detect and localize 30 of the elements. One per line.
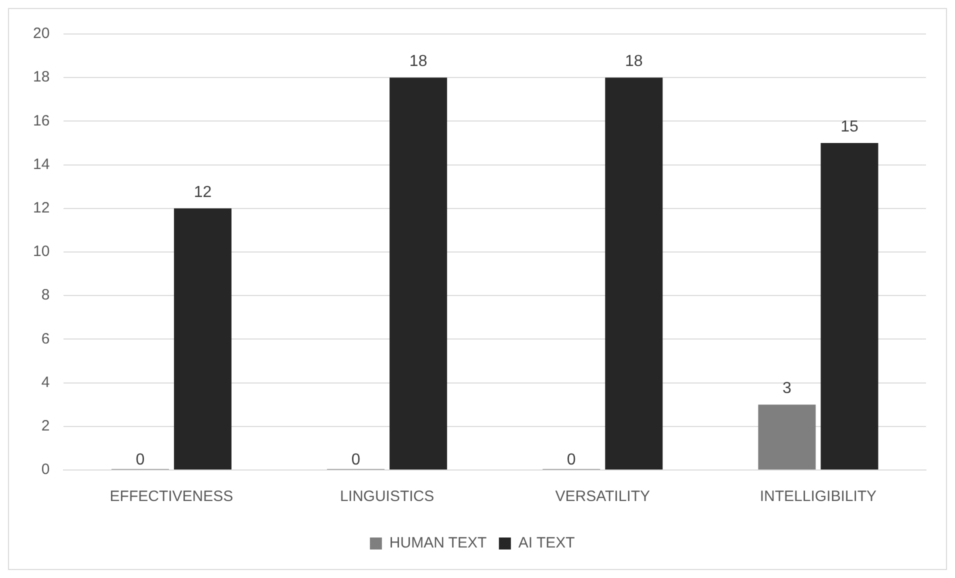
y-tick-label: 10 (32, 243, 50, 260)
x-tick-label: EFFECTIVENESS (110, 488, 234, 506)
y-tick-label: 20 (32, 25, 50, 42)
legend-label: HUMAN TEXT (389, 534, 487, 552)
data-label: 3 (782, 380, 792, 398)
y-tick-label: 14 (32, 156, 50, 173)
y-tick-label: 6 (41, 330, 50, 348)
x-tick-label: VERSATILITY (555, 488, 650, 506)
data-label: 18 (624, 53, 643, 70)
y-tick-label: 4 (41, 374, 50, 391)
y-tick-label: 2 (41, 418, 50, 435)
bar (390, 78, 448, 470)
bar (174, 208, 232, 470)
y-tick-label: 0 (41, 461, 50, 478)
legend-label: AI TEXT (518, 534, 575, 552)
y-tick-label: 16 (32, 112, 50, 130)
x-tick-label: INTELLIGIBILITY (760, 488, 877, 506)
bar (758, 404, 816, 470)
data-label: 18 (409, 53, 428, 70)
bar (820, 143, 878, 470)
y-tick-label: 8 (41, 286, 50, 304)
data-label: 0 (136, 451, 145, 468)
y-tick-label: 12 (32, 200, 50, 217)
y-tick-label: 18 (32, 68, 50, 86)
data-label: 12 (194, 184, 212, 201)
x-tick-label: LINGUISTICS (340, 488, 434, 506)
data-label: 15 (840, 118, 858, 136)
bar (605, 78, 663, 470)
data-label: 0 (566, 451, 576, 468)
data-label: 0 (351, 451, 360, 468)
